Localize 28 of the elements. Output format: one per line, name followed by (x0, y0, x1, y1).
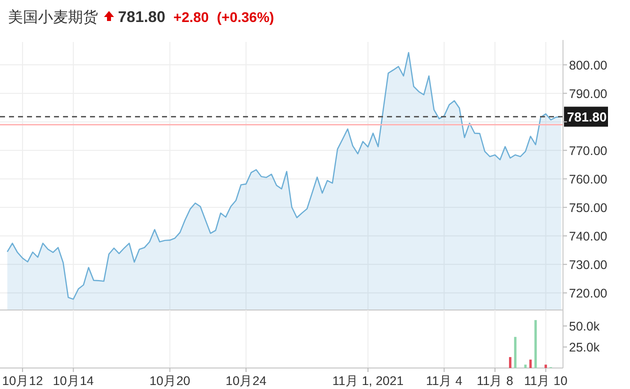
y-tick-label: 760.00 (569, 172, 608, 186)
bar (514, 336, 516, 368)
text: (+0.36%) (216, 9, 274, 25)
text: +2.80 (173, 9, 210, 25)
y-tick-label: 790.00 (569, 86, 608, 101)
x-tick-label: 11月 10 (524, 374, 568, 388)
bar (509, 357, 512, 368)
bar (544, 364, 547, 368)
y-tick-label: 740.00 (569, 229, 608, 244)
bar (524, 364, 527, 368)
x-tick-label: 11月 8 (476, 374, 514, 388)
x-tick-label: 10月12 (2, 374, 43, 388)
x-tick-label: 10月24 (226, 374, 266, 388)
y-tick-label: 720.00 (569, 286, 608, 300)
y-tick-label: 50.0k (569, 319, 600, 334)
ref-line-label: 781.80 (567, 110, 607, 125)
x-tick-label: 11月 4 (426, 374, 462, 388)
y-tick-label: 800.00 (569, 58, 608, 72)
x-tick-label: 11月 1, 2021 (332, 374, 404, 388)
x-tick-label: 10月20 (149, 374, 190, 388)
x-tick-label: 10月14 (52, 374, 94, 388)
y-tick-label: 25.0k (569, 340, 600, 354)
y-tick-label: 730.00 (569, 258, 608, 272)
y-tick-label: 770.00 (569, 144, 608, 158)
text: 781.80 (118, 9, 166, 26)
chart-title: 美国小麦期货 (8, 9, 98, 26)
bar (534, 320, 537, 368)
y-tick-label: 750.00 (569, 200, 608, 215)
